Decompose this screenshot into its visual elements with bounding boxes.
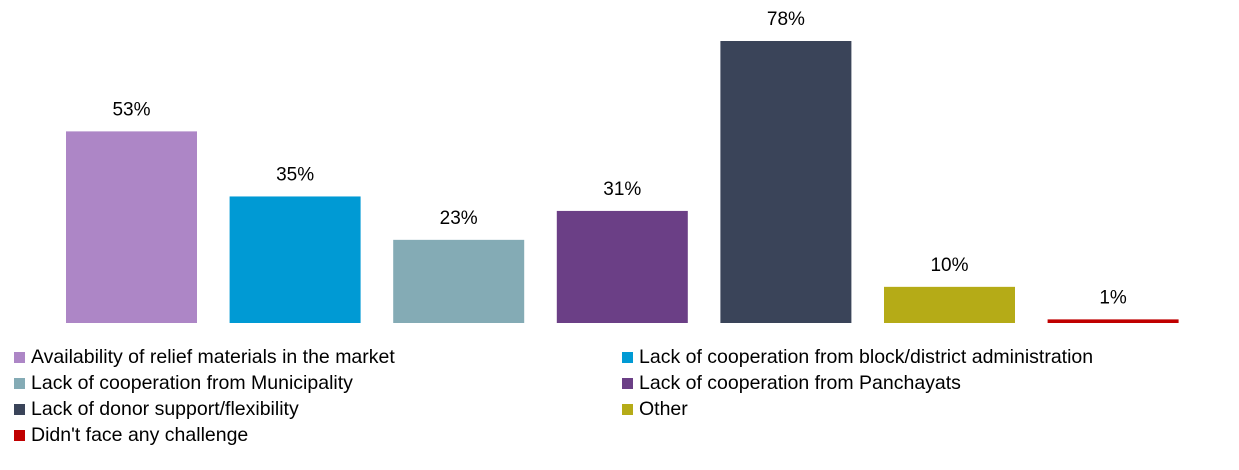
legend-label-6: Other: [639, 397, 688, 420]
legend-label-2: Lack of cooperation from block/district …: [639, 345, 1094, 368]
bar-4: [556, 210, 688, 323]
data-label-1: 53%: [112, 99, 150, 120]
legend-item-7: Didn't face any challenge: [14, 422, 622, 448]
legend-item-3: Lack of cooperation from Municipality: [14, 370, 622, 396]
legend-swatch-7: [14, 429, 25, 441]
legend-item-6: Other: [622, 396, 1236, 422]
bar-2: [229, 196, 361, 323]
legend-label-7: Didn't face any challenge: [31, 423, 249, 446]
legend-label-1: Availability of relief materials in the …: [31, 345, 395, 368]
legend-swatch-2: [622, 351, 633, 363]
legend-item-2: Lack of cooperation from block/district …: [622, 344, 1236, 370]
bar-6: [884, 286, 1015, 323]
data-label-2: 35%: [276, 164, 314, 185]
data-label-4: 31%: [603, 179, 641, 200]
legend-item-5: Lack of donor support/flexibility: [14, 396, 622, 422]
data-label-6: 10%: [930, 255, 968, 276]
bar-3: [393, 239, 525, 323]
legend-label-5: Lack of donor support/flexibility: [31, 397, 299, 420]
legend-swatch-3: [14, 377, 25, 389]
data-label-7: 1%: [1099, 287, 1127, 308]
legend-swatch-5: [14, 403, 25, 415]
data-label-5: 78%: [767, 9, 805, 30]
legend-swatch-1: [14, 351, 25, 363]
bar-7: [1047, 319, 1179, 323]
bar-chart: 53% 35% 23% 31% 78% 10% 1%: [66, 9, 1179, 323]
legend-item-1: Availability of relief materials in the …: [14, 344, 622, 370]
legend-swatch-6: [622, 403, 633, 415]
legend-label-4: Lack of cooperation from Panchayats: [639, 371, 961, 394]
data-label-3: 23%: [440, 208, 478, 229]
legend-swatch-4: [622, 377, 633, 389]
legend-label-3: Lack of cooperation from Municipality: [31, 371, 353, 394]
legend-item-4: Lack of cooperation from Panchayats: [622, 370, 1236, 396]
bar-5: [720, 41, 852, 323]
bar-1: [66, 131, 197, 323]
chart-legend: Availability of relief materials in the …: [14, 344, 1236, 448]
